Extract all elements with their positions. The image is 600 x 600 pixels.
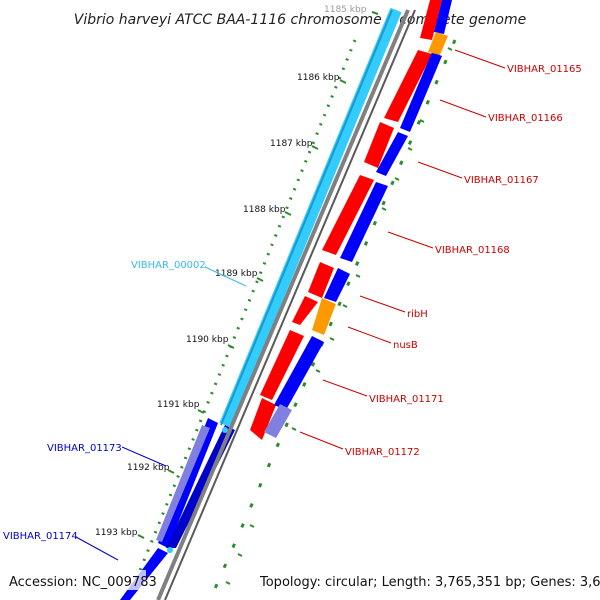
cds-forward-vibhar-01172[interactable] [250, 398, 276, 440]
label-vibhar-01168[interactable]: VIBHAR_01168 [435, 245, 510, 256]
cds-forward-vibhar-01168[interactable] [308, 262, 334, 298]
cds-reverse-vibhar-01165[interactable] [400, 52, 442, 132]
tick-mark-1186 [339, 79, 347, 84]
cds-reverse-vibhar-01166[interactable] [376, 132, 408, 176]
gc-track-inner [208, 39, 457, 600]
footer-accession: Accession: NC_009783 [9, 575, 157, 590]
leader-ribH [359, 295, 406, 313]
tick-mark-1189 [256, 277, 264, 282]
cds-reverse-vibhar-01168[interactable] [324, 268, 350, 302]
cds-forward-top[interactable] [420, 0, 442, 40]
gc-track-outer [126, 39, 357, 600]
tick-label-1189: 1189 kbp [215, 269, 258, 279]
scale-ticks: 1185 kbp 1186 kbp 1187 kbp 1188 kbp 1189… [95, 5, 379, 539]
tick-mark-1192 [167, 469, 175, 474]
label-vibhar-01172[interactable]: VIBHAR_01172 [345, 447, 420, 458]
tick-mark-1188 [284, 211, 292, 216]
leader-vibhar-00002 [204, 266, 247, 287]
cds-reverse-vibhar-01171[interactable] [274, 336, 324, 410]
tick-label-1188: 1188 kbp [243, 205, 286, 215]
cds-forward-vibhar-01165[interactable] [384, 50, 432, 122]
cds-lavender-vibhar-01173 [156, 425, 210, 542]
cyan-feature-band [219, 7, 402, 428]
cds-orange-nusB[interactable] [312, 298, 336, 335]
label-vibhar-01167[interactable]: VIBHAR_01167 [464, 175, 539, 186]
tick-mark-1193 [137, 534, 145, 539]
footer-summary: Topology: circular; Length: 3,765,351 bp… [259, 575, 600, 590]
cyan-feature-band-edge [220, 9, 393, 426]
map-title: Vibrio harveyi ATCC BAA-1116 chromosome … [74, 12, 526, 28]
tick-label-1193: 1193 kbp [95, 528, 138, 538]
label-vibhar-01165[interactable]: VIBHAR_01165 [507, 64, 582, 75]
leader-vibhar-01171 [322, 379, 368, 397]
label-vibhar-01173[interactable]: VIBHAR_01173 [47, 443, 122, 454]
leader-vibhar-01172 [299, 431, 344, 450]
cds-forward-vibhar-01166[interactable] [364, 122, 394, 168]
label-vibhar-00002[interactable]: VIBHAR_00002 [131, 260, 206, 271]
label-ribH[interactable]: ribH [407, 309, 428, 320]
tick-label-1190: 1190 kbp [186, 335, 229, 345]
tick-label-1185: 1185 kbp [324, 5, 367, 15]
leader-nusB [347, 326, 392, 344]
backbone-line-2 [164, 9, 416, 600]
leader-vibhar-01165 [454, 49, 506, 69]
tick-mark-1187 [311, 145, 319, 150]
tick-label-1192: 1192 kbp [127, 463, 170, 473]
leader-vibhar-01174 [75, 536, 119, 561]
cyan-marker-lower [167, 547, 173, 553]
label-vibhar-01166[interactable]: VIBHAR_01166 [488, 113, 563, 124]
leader-vibhar-01167 [417, 161, 463, 179]
right-labels: VIBHAR_01165 VIBHAR_01166 VIBHAR_01167 V… [299, 49, 582, 458]
cds-forward-vibhar-01171[interactable] [260, 330, 304, 400]
cds-forward-ribH[interactable] [292, 296, 318, 325]
cds-lavender-vibhar-01172[interactable] [264, 404, 292, 438]
label-nusB[interactable]: nusB [393, 340, 418, 351]
leader-vibhar-01173 [121, 446, 167, 467]
tick-label-1186: 1186 kbp [297, 73, 340, 83]
leader-vibhar-01166 [439, 99, 487, 118]
tick-mark-1190 [227, 344, 235, 349]
tick-mark-1191 [197, 409, 205, 414]
cds-forward-vibhar-01167[interactable] [322, 175, 374, 255]
cds-orange-top[interactable] [428, 32, 448, 55]
inner-track-ticks [225, 47, 453, 585]
label-vibhar-01171[interactable]: VIBHAR_01171 [369, 394, 444, 405]
leader-vibhar-01168 [387, 231, 434, 249]
label-vibhar-01174[interactable]: VIBHAR_01174 [3, 531, 78, 542]
footer-summary-bg [256, 570, 596, 590]
tick-mark-1185 [371, 11, 379, 15]
tick-label-1191: 1191 kbp [157, 400, 200, 410]
tick-label-1187: 1187 kbp [270, 139, 313, 149]
backbone-line-1 [156, 9, 410, 600]
cyan-marker [222, 427, 228, 433]
footer-accession-bg [4, 570, 146, 590]
cds-reverse-top[interactable] [434, 0, 452, 34]
cds-reverse-vibhar-01167[interactable] [340, 182, 388, 262]
